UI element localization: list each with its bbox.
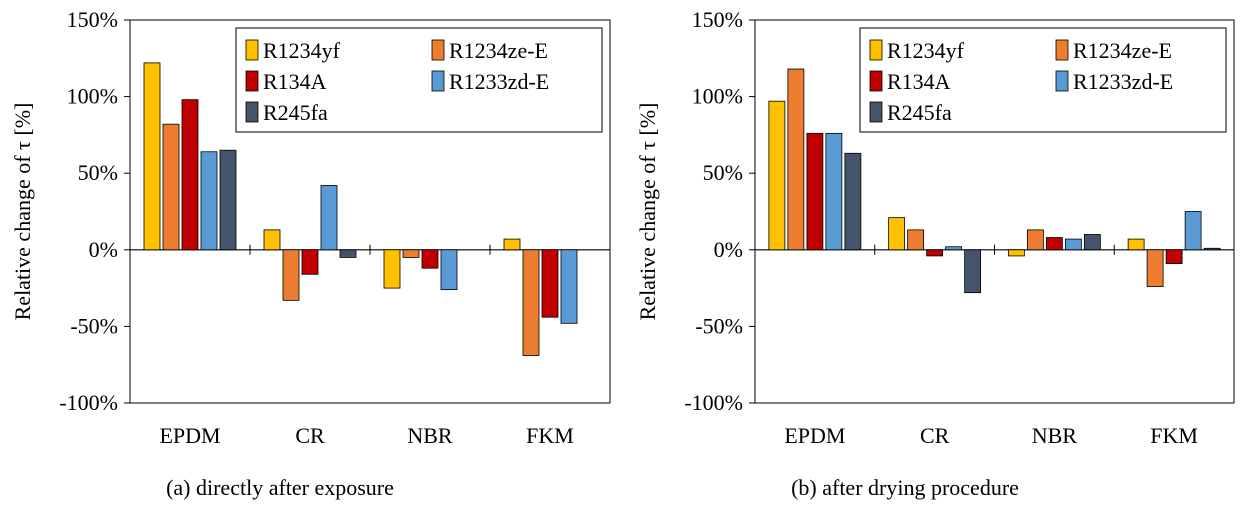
bar-r134a-cr xyxy=(301,249,319,275)
bar-r1234yf-cr xyxy=(888,217,906,251)
bar-r134a-nbr xyxy=(421,249,439,269)
plot-frame xyxy=(129,19,611,404)
y-tick-label: -50% xyxy=(695,313,743,338)
y-tick-label: 150% xyxy=(692,7,743,32)
y-tick-label: -50% xyxy=(70,313,118,338)
legend-box xyxy=(235,27,603,133)
y-tick-label: 50% xyxy=(78,160,118,185)
legend-entry: R1233zd-E xyxy=(449,69,549,94)
plot-frame xyxy=(754,19,1235,404)
bar-r1233zd-e-nbr xyxy=(440,249,458,291)
y-tick-label: 0% xyxy=(714,237,743,262)
legend-swatch xyxy=(431,39,445,61)
bar-r1233zd-e-epdm xyxy=(200,151,218,251)
legend-entry: R1234ze-E xyxy=(1073,38,1172,63)
bar-r134a-nbr xyxy=(1045,237,1063,251)
legend-swatch xyxy=(869,70,883,92)
bar-r245fa-epdm xyxy=(844,152,862,251)
bar-r134a-cr xyxy=(926,249,944,257)
legend: R1234yf R1234ze-E R134A R1233zd-E R245fa xyxy=(859,27,1227,133)
bar-r1234yf-epdm xyxy=(143,62,161,251)
legend-box xyxy=(859,27,1227,133)
bar-r134a-epdm xyxy=(181,99,199,251)
bar-r1234ze-e-nbr xyxy=(402,249,420,258)
bar-r1234ze-e-nbr xyxy=(1026,229,1044,251)
bar-r245fa-nbr xyxy=(1083,234,1101,251)
y-tick-label: 0% xyxy=(89,237,118,262)
bar-r1233zd-e-fkm xyxy=(560,249,578,324)
bar-r1234ze-e-epdm xyxy=(787,68,805,251)
bar-r1233zd-e-fkm xyxy=(1184,211,1202,251)
chart-panel-b: 150% 100% 50% 0% -50% -100% EPDM CR NBR FKM Relati… xyxy=(635,7,1235,500)
y-tick-label: 50% xyxy=(703,160,743,185)
legend-entry: R134A xyxy=(263,69,327,94)
x-category-label: NBR xyxy=(407,423,453,448)
x-category-label: CR xyxy=(295,423,325,448)
x-category-label: CR xyxy=(920,423,950,448)
x-category-label: EPDM xyxy=(784,423,845,448)
legend-entry: R245fa xyxy=(887,100,952,125)
panel-caption: (a) directly after exposure xyxy=(166,475,394,500)
y-axis-label: Relative change of τ [%] xyxy=(635,103,660,321)
bar-r1234ze-e-fkm xyxy=(522,249,540,356)
bar-r134a-epdm xyxy=(806,132,824,251)
y-tick-label: 150% xyxy=(67,7,118,32)
bar-r134a-fkm xyxy=(541,249,559,318)
legend-swatch xyxy=(245,70,259,92)
bar-r1234yf-nbr xyxy=(1007,249,1025,257)
chart-panel-a: 150% 100% 50% 0% -50% -100% EPDM CR NBR FKM Relati… xyxy=(10,7,611,500)
bar-r1234ze-e-fkm xyxy=(1146,249,1164,287)
legend-entry: R1234yf xyxy=(887,38,965,63)
y-axis-label: Relative change of τ [%] xyxy=(10,103,35,321)
legend-swatch xyxy=(245,39,259,61)
legend: R1234yf R1234ze-E R134A R1233zd-E R245fa xyxy=(235,27,603,133)
bar-r1234yf-fkm xyxy=(503,238,521,251)
legend-swatch xyxy=(245,101,259,123)
bar-r1234yf-fkm xyxy=(1127,238,1145,251)
bar-r245fa-cr xyxy=(964,249,982,294)
y-tick-label: -100% xyxy=(684,390,743,415)
bar-r1233zd-e-cr xyxy=(945,246,963,251)
y-tick-label: 100% xyxy=(67,84,118,109)
bar-r1234ze-e-epdm xyxy=(162,123,180,251)
legend-swatch xyxy=(1055,39,1069,61)
x-category-label: FKM xyxy=(526,423,574,448)
bar-r1234yf-epdm xyxy=(768,100,786,251)
y-tick-label: -100% xyxy=(59,390,118,415)
legend-swatch xyxy=(1055,70,1069,92)
legend-entry: R245fa xyxy=(263,100,328,125)
x-category-label: EPDM xyxy=(159,423,220,448)
legend-entry: R1234yf xyxy=(263,38,341,63)
bar-r1233zd-e-cr xyxy=(320,185,338,251)
x-category-label: FKM xyxy=(1150,423,1198,448)
bar-r134a-fkm xyxy=(1165,249,1183,264)
y-tick-label: 100% xyxy=(692,84,743,109)
bar-r245fa-fkm xyxy=(1203,247,1221,251)
bar-r1233zd-e-epdm xyxy=(825,132,843,251)
bar-r1234ze-e-cr xyxy=(282,249,300,301)
legend-entry: R1234ze-E xyxy=(449,38,548,63)
bar-r245fa-cr xyxy=(339,249,357,258)
legend-swatch xyxy=(869,101,883,123)
panel-caption: (b) after drying procedure xyxy=(791,475,1019,500)
legend-entry: R134A xyxy=(887,69,951,94)
bar-r1234yf-nbr xyxy=(383,249,401,289)
legend-entry: R1233zd-E xyxy=(1073,69,1173,94)
bar-r1234ze-e-cr xyxy=(907,229,925,251)
x-category-label: NBR xyxy=(1032,423,1078,448)
bar-r1233zd-e-nbr xyxy=(1064,238,1082,251)
legend-swatch xyxy=(431,70,445,92)
legend-swatch xyxy=(869,39,883,61)
bar-r245fa-epdm xyxy=(219,149,237,251)
bar-r1234yf-cr xyxy=(263,229,281,251)
